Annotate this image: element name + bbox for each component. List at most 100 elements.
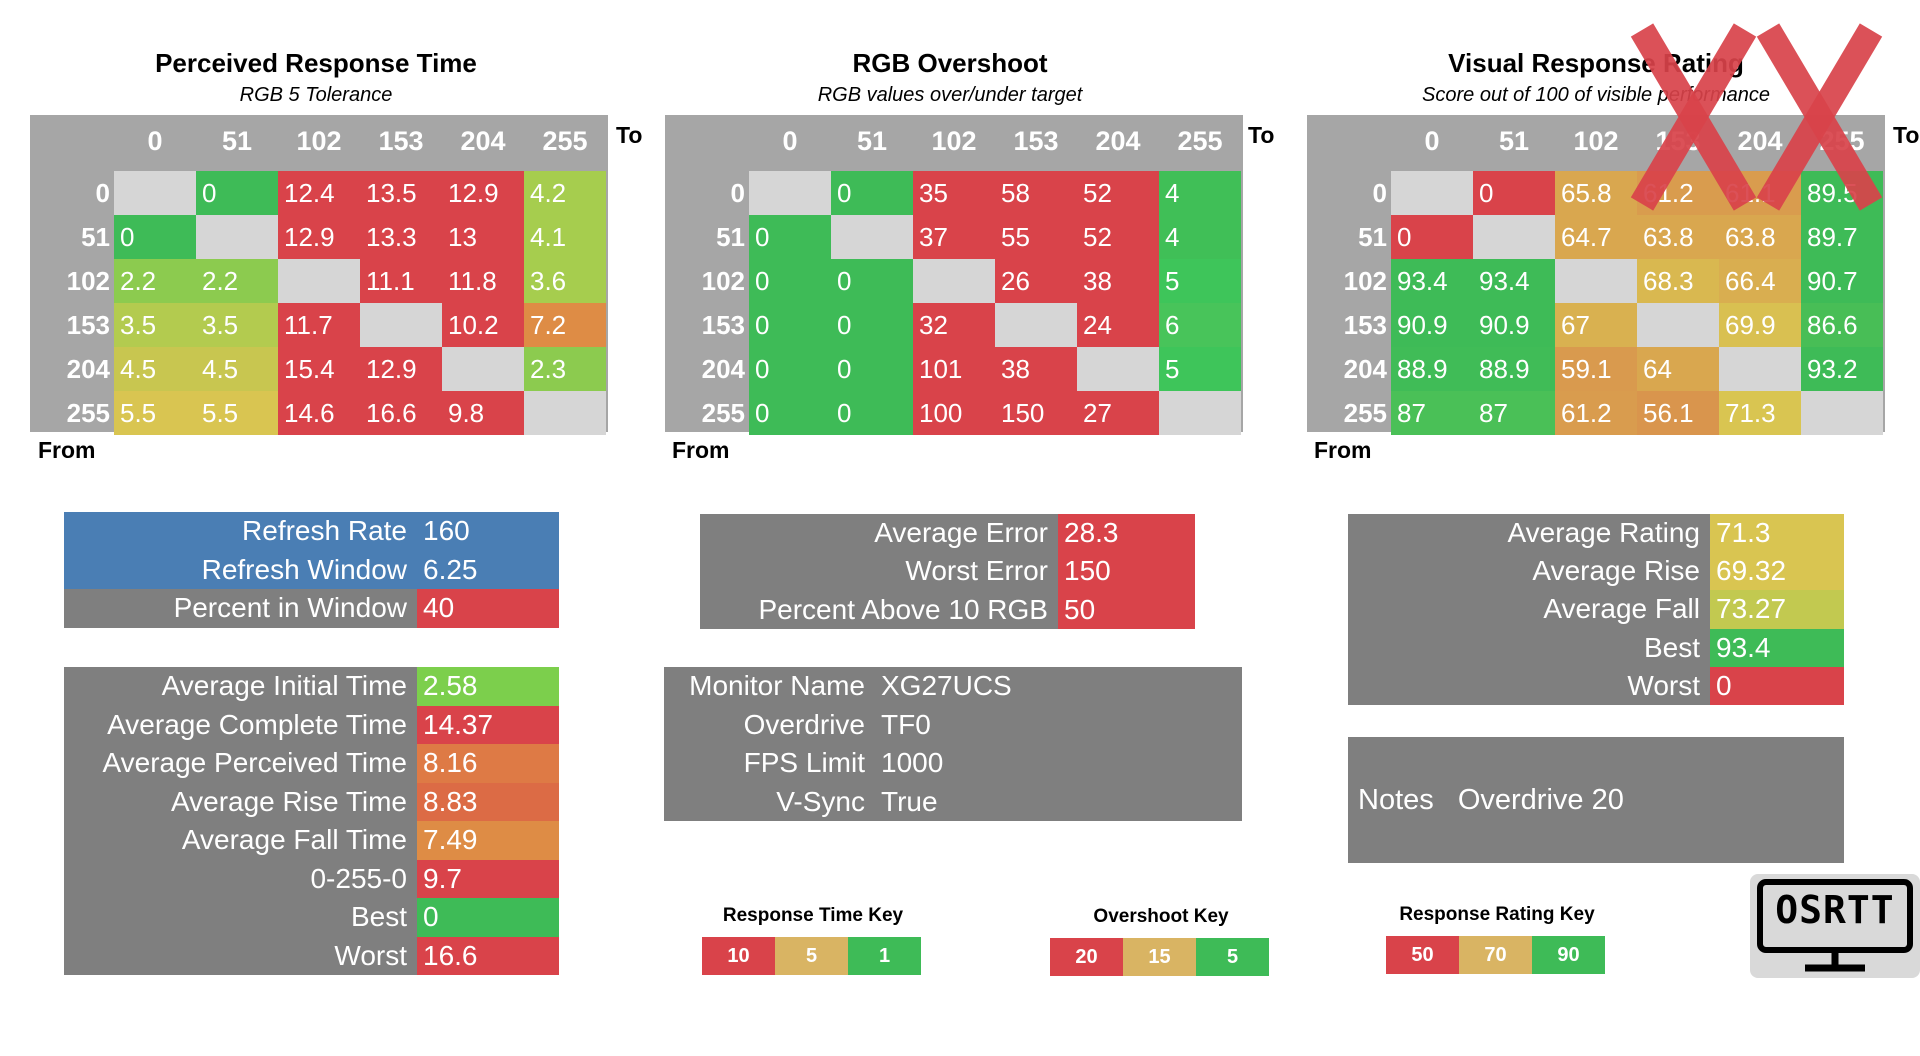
response-time-key: Response Time Key 10 5 1 xyxy=(698,905,928,975)
stat-value: 160 xyxy=(417,512,559,551)
heatmap-cell: 0 xyxy=(1473,171,1555,215)
heatmap-cell xyxy=(1391,171,1473,215)
osrtt-logo: OSRTT xyxy=(1750,874,1920,978)
heatmap-cell: 12.4 xyxy=(278,171,360,215)
heatmap-cell xyxy=(1555,259,1637,303)
visual-from-label: From xyxy=(1314,437,1372,463)
stat-label: Average Perceived Time xyxy=(102,747,407,778)
monitor-panel: Monitor Name XG27UCS Overdrive TF0 FPS Limit… xyxy=(664,667,1242,821)
heatmap-cell: 0 xyxy=(831,391,913,435)
stat-value: 93.4 xyxy=(1710,628,1844,667)
heatmap-cell: 0 xyxy=(831,347,913,391)
error-panel: Average Error 28.3 Worst Error 150 Percent A… xyxy=(700,514,1195,629)
stat-label: Average Rise Time xyxy=(170,785,407,817)
row-header: 204 xyxy=(66,354,110,384)
column-header: 255 xyxy=(1177,126,1223,156)
stat-row: Worst Error 150 xyxy=(700,552,1195,591)
stat-label: Refresh Rate xyxy=(64,512,417,551)
row-header: 0 xyxy=(95,178,110,208)
heatmap-cell xyxy=(995,303,1077,347)
column-header: 102 xyxy=(931,126,977,156)
heatmap-cell xyxy=(1077,347,1159,391)
red-x-watermark-icon xyxy=(1630,23,1883,211)
key-cell: 50 xyxy=(1386,936,1459,974)
refresh-panel: Refresh Rate 160 Refresh Window 6.25 Percent… xyxy=(64,512,559,628)
heatmap-cell: 0 xyxy=(749,391,831,435)
heatmap-cell: 13 xyxy=(442,215,524,259)
key-cell: 1 xyxy=(848,937,921,975)
stat-label: FPS Limit xyxy=(743,747,865,778)
column-header: 102 xyxy=(296,126,342,156)
heatmap-cell: 24 xyxy=(1077,303,1159,347)
column-header: 0 xyxy=(147,126,163,156)
key-title: Response Rating Key xyxy=(1399,904,1595,925)
heatmap-cell: 88.9 xyxy=(1391,347,1473,391)
key-cell: 90 xyxy=(1532,936,1605,974)
heatmap-cell: 10.2 xyxy=(442,303,524,347)
heatmap-cell: 67 xyxy=(1555,303,1637,347)
heatmap-cell: 93.4 xyxy=(1473,259,1555,303)
overshoot-to-label: To xyxy=(1248,122,1275,148)
column-header: 0 xyxy=(1424,126,1440,156)
heatmap-cell: 100 xyxy=(913,391,995,435)
stat-value: 2.58 xyxy=(417,667,559,706)
stat-value: 0 xyxy=(417,898,559,937)
heatmap-cell: 0 xyxy=(749,215,831,259)
heatmap-cell: 3.5 xyxy=(114,303,196,347)
row-header: 255 xyxy=(701,398,745,428)
heatmap-cell: 0 xyxy=(749,347,831,391)
heatmap-cell: 11.8 xyxy=(442,259,524,303)
column-header: 204 xyxy=(1737,126,1783,156)
heatmap-cell: 87 xyxy=(1473,391,1555,435)
column-header: 255 xyxy=(542,126,588,156)
heatmap-cell: 0 xyxy=(114,215,196,259)
stat-label: Average Complete Time xyxy=(107,708,407,740)
overshoot-title: RGB Overshoot xyxy=(852,48,1048,78)
heatmap-cell: 59.1 xyxy=(1555,347,1637,391)
heatmap-cell: 0 xyxy=(831,259,913,303)
perceived-matrix: 0 51 102 153 204 255 0 0 12.4 13.5 12.9 4.2 51 0 12.9 1… xyxy=(30,115,608,435)
stat-label: Average Rating xyxy=(1507,517,1701,548)
row-header: 153 xyxy=(1343,310,1387,340)
heatmap-cell: 89.7 xyxy=(1801,215,1883,259)
heatmap-cell: 0 xyxy=(749,259,831,303)
heatmap-cell: 64 xyxy=(1637,347,1719,391)
heatmap-cell xyxy=(442,347,524,391)
heatmap-cell: 13.5 xyxy=(360,171,442,215)
key-cell: 20 xyxy=(1050,938,1123,976)
stat-value: 16.6 xyxy=(417,936,559,975)
notes-value: Overdrive 20 xyxy=(1457,784,1624,816)
row-header: 51 xyxy=(716,222,745,252)
stat-label: Average Fall Time xyxy=(181,824,407,855)
heatmap-cell: 64.7 xyxy=(1555,215,1637,259)
heatmap-cell: 38 xyxy=(1077,259,1159,303)
heatmap-cell: 58 xyxy=(995,171,1077,215)
stat-label: Average Initial Time xyxy=(161,670,407,701)
heatmap-cell: 2.3 xyxy=(524,347,606,391)
heatmap-cell xyxy=(1719,347,1801,391)
stat-value: 0 xyxy=(1710,666,1844,705)
heatmap-cell: 63.8 xyxy=(1637,215,1719,259)
stat-row: Refresh Rate 160 xyxy=(64,512,559,551)
row-header: 0 xyxy=(1372,178,1387,208)
heatmap-cell: 9.8 xyxy=(442,391,524,435)
perceived-title: Perceived Response Time xyxy=(155,48,477,78)
stat-row: FPS Limit 1000 xyxy=(664,744,1235,783)
heatmap-cell: 0 xyxy=(749,303,831,347)
heatmap-cell: 66.4 xyxy=(1719,259,1801,303)
stat-value: True xyxy=(881,785,938,817)
stat-row: Average Error 28.3 xyxy=(700,514,1195,553)
heatmap-cell: 55 xyxy=(995,215,1077,259)
heatmap-cell: 12.9 xyxy=(278,215,360,259)
stat-label: Overdrive xyxy=(743,708,865,740)
stat-value: 8.16 xyxy=(417,744,559,783)
notes-panel: Notes Overdrive 20 xyxy=(1348,737,1844,863)
heatmap-cell: 35 xyxy=(913,171,995,215)
heatmap-cell: 14.6 xyxy=(278,391,360,435)
times-panel: Average Initial Time 2.58 Average Complete… xyxy=(64,667,559,975)
perceived-to-label: To xyxy=(616,122,643,148)
heatmap-cell: 4.5 xyxy=(196,347,278,391)
heatmap-cell xyxy=(1801,391,1883,435)
stat-value: XG27UCS xyxy=(881,670,1012,701)
heatmap-cell: 56.1 xyxy=(1637,391,1719,435)
